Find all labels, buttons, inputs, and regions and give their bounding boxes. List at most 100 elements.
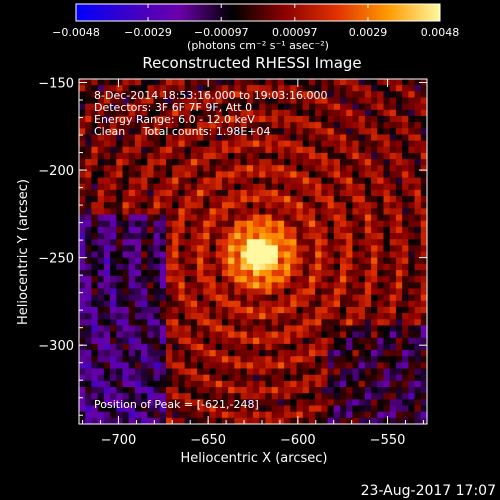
heatmap-cell	[215, 239, 223, 246]
heatmap-cell	[234, 85, 242, 92]
heatmap-cell	[321, 251, 329, 259]
heatmap-cell	[358, 380, 366, 388]
heatmap-cell	[402, 220, 409, 228]
heatmap-cell	[190, 313, 198, 320]
heatmap-cell	[296, 313, 304, 320]
heatmap-cell	[116, 91, 124, 99]
heatmap-cell	[190, 251, 198, 259]
heatmap-cell	[271, 337, 279, 345]
heatmap-cell	[147, 337, 155, 345]
heatmap-cell	[315, 196, 322, 203]
heatmap-cell	[190, 165, 198, 173]
heatmap-cell	[346, 85, 354, 92]
heatmap-cell	[122, 300, 130, 308]
heatmap-cell	[302, 331, 310, 339]
heatmap-cell	[79, 233, 86, 240]
heatmap-cell	[91, 85, 99, 92]
heatmap-cell	[234, 134, 242, 142]
heatmap-cell	[103, 399, 111, 407]
heatmap-cell	[290, 233, 298, 240]
heatmap-cell	[383, 177, 391, 185]
heatmap-cell	[79, 343, 86, 351]
heatmap-cell	[333, 115, 341, 123]
heatmap-cell	[327, 405, 335, 413]
heatmap-cell	[228, 263, 235, 271]
heatmap-cell	[159, 97, 167, 105]
heatmap-cell	[371, 202, 378, 209]
heatmap-cell	[377, 122, 385, 129]
heatmap-cell	[141, 251, 148, 259]
heatmap-cell	[97, 331, 105, 339]
heatmap-cell	[172, 97, 180, 105]
heatmap-cell	[110, 189, 117, 197]
heatmap-cell	[383, 122, 391, 129]
heatmap-cell	[377, 177, 385, 185]
heatmap-cell	[383, 380, 391, 388]
heatmap-cell	[153, 306, 161, 314]
heatmap-cell	[97, 128, 105, 136]
heatmap-cell	[284, 331, 291, 339]
heatmap-cell	[159, 79, 167, 86]
heatmap-cell	[240, 202, 248, 209]
heatmap-cell	[147, 374, 155, 382]
heatmap-cell	[110, 257, 117, 265]
heatmap-cell	[91, 226, 99, 234]
heatmap-cell	[271, 220, 279, 228]
heatmap-cell	[308, 220, 316, 228]
heatmap-cell	[197, 226, 204, 234]
heatmap-cell	[414, 214, 422, 222]
heatmap-cell	[420, 214, 427, 222]
heatmap-cell	[253, 325, 260, 333]
heatmap-cell	[271, 356, 279, 363]
heatmap-cell	[327, 251, 335, 259]
heatmap-cell	[215, 146, 223, 154]
heatmap-cell	[141, 263, 148, 271]
heatmap-cell	[141, 159, 148, 166]
heatmap-cell	[414, 368, 422, 376]
heatmap-cell	[277, 79, 285, 86]
heatmap-cell	[277, 115, 285, 123]
heatmap-cell	[402, 306, 409, 314]
heatmap-cell	[85, 208, 93, 216]
heatmap-cell	[116, 189, 124, 197]
heatmap-cell	[259, 97, 267, 105]
heatmap-cell	[172, 282, 180, 290]
colorbar-tick-label: −0.00097	[194, 26, 249, 39]
heatmap-cell	[79, 380, 86, 388]
heatmap-cell	[402, 288, 409, 296]
heatmap-cell	[153, 405, 161, 413]
heatmap-cell	[85, 276, 93, 283]
heatmap-cell	[395, 214, 403, 222]
heatmap-cell	[408, 152, 416, 160]
heatmap-cell	[402, 313, 409, 320]
heatmap-cell	[103, 146, 111, 154]
heatmap-cell	[340, 85, 347, 92]
heatmap-cell	[178, 368, 186, 376]
heatmap-cell	[383, 220, 391, 228]
heatmap-cell	[271, 140, 279, 148]
heatmap-cell	[383, 91, 391, 99]
heatmap-cell	[358, 220, 366, 228]
heatmap-cell	[315, 91, 322, 99]
heatmap-cell	[116, 350, 124, 357]
heatmap-cell	[234, 239, 242, 246]
heatmap-cell	[333, 159, 341, 166]
heatmap-cell	[253, 214, 260, 222]
heatmap-cell	[166, 134, 173, 142]
heatmap-cell	[240, 313, 248, 320]
heatmap-cell	[97, 239, 105, 246]
heatmap-cell	[296, 350, 304, 357]
annotation-block: 8-Dec-2014 18:53:16.000 to 19:03:16.000 …	[94, 89, 328, 138]
heatmap-cell	[240, 362, 248, 370]
heatmap-cell	[228, 122, 235, 129]
heatmap-cell	[246, 387, 254, 394]
heatmap-cell	[122, 331, 130, 339]
heatmap-cell	[389, 152, 397, 160]
heatmap-cell	[302, 356, 310, 363]
heatmap-cell	[284, 85, 291, 92]
heatmap-cell	[333, 91, 341, 99]
heatmap-cell	[79, 159, 86, 166]
heatmap-cell	[91, 368, 99, 376]
heatmap-cell	[159, 165, 167, 173]
heatmap-cell	[383, 226, 391, 234]
